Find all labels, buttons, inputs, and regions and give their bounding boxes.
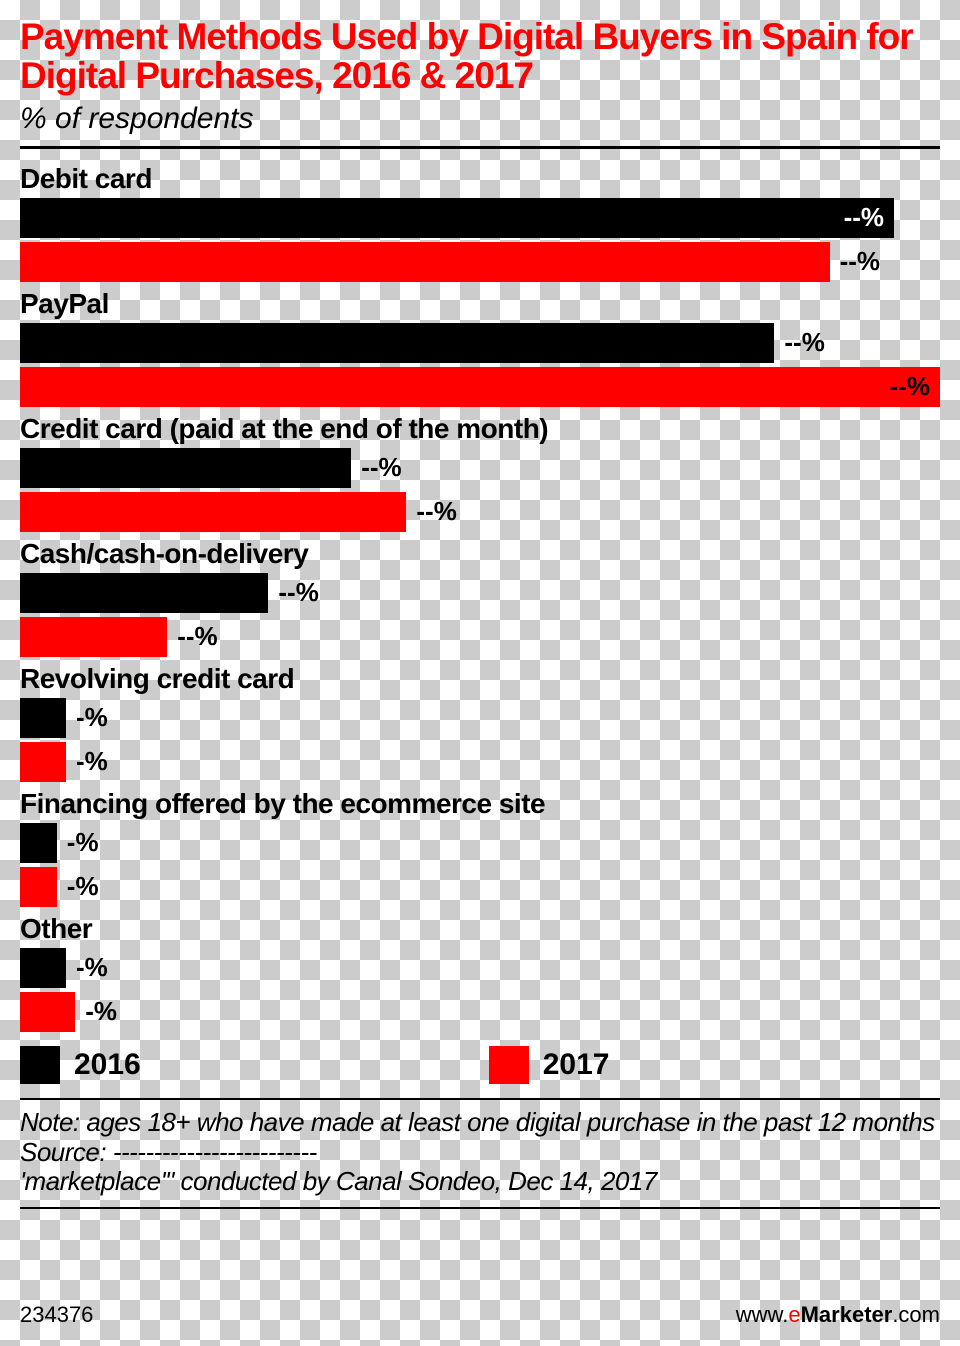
category-label: Revolving credit card — [20, 663, 940, 695]
bar-row: --% — [20, 323, 940, 363]
category-label: PayPal — [20, 288, 940, 320]
bar-value-label: -% — [66, 698, 108, 738]
legend-swatch-2017 — [489, 1046, 529, 1084]
bar-row: --% — [20, 617, 940, 657]
bar-2017 — [20, 242, 830, 282]
bar-row: -% — [20, 742, 940, 782]
legend-label-2016: 2016 — [74, 1048, 141, 1082]
bar-row: -% — [20, 698, 940, 738]
chart-container: Payment Methods Used by Digital Buyers i… — [0, 0, 960, 1209]
chart-subtitle: % of respondents — [20, 102, 940, 136]
bar-2017 — [20, 867, 57, 907]
bar-2016 — [20, 448, 351, 488]
bar-2017 — [20, 492, 406, 532]
bar-2017 — [20, 367, 940, 407]
bar-value-label: --% — [774, 323, 824, 363]
bar-2017 — [20, 992, 75, 1032]
divider — [20, 146, 940, 149]
bar-value-label: -% — [66, 742, 108, 782]
category-label: Debit card — [20, 163, 940, 195]
bar-row: -% — [20, 992, 940, 1032]
bar-row: --% — [20, 492, 940, 532]
bar-value-label: -% — [57, 867, 99, 907]
bar-2016 — [20, 698, 66, 738]
category-label: Other — [20, 913, 940, 945]
category-label: Credit card (paid at the end of the mont… — [20, 413, 940, 445]
bar-value-label: -% — [57, 823, 99, 863]
divider — [20, 1098, 940, 1100]
bar-value-label: --% — [830, 242, 880, 282]
bar-2016 — [20, 948, 66, 988]
bar-row: --% — [20, 448, 940, 488]
note-line: Source: ------------------------- — [20, 1138, 940, 1168]
bar-2016 — [20, 573, 268, 613]
bar-group: PayPal--%--% — [20, 288, 940, 407]
bar-row: --% — [20, 573, 940, 613]
bar-value-label: --% — [351, 448, 401, 488]
category-label: Financing offered by the ecommerce site — [20, 788, 940, 820]
bar-value-label: --% — [268, 573, 318, 613]
bar-value-label: -% — [66, 948, 108, 988]
bar-group: Credit card (paid at the end of the mont… — [20, 413, 940, 532]
bar-row: --% — [20, 198, 940, 238]
bar-value-label: --% — [890, 367, 940, 407]
bar-group: Revolving credit card-%-% — [20, 663, 940, 782]
bar-value-label: --% — [844, 198, 894, 238]
bar-2016 — [20, 323, 774, 363]
legend: 2016 2017 — [20, 1038, 940, 1090]
bar-2017 — [20, 617, 167, 657]
bar-2017 — [20, 742, 66, 782]
chart-title: Payment Methods Used by Digital Buyers i… — [20, 18, 940, 96]
bar-value-label: --% — [167, 617, 217, 657]
legend-swatch-2016 — [20, 1046, 60, 1084]
bar-value-label: -% — [75, 992, 117, 1032]
chart-note: Note: ages 18+ who have made at least on… — [20, 1108, 940, 1198]
bar-group: Financing offered by the ecommerce site-… — [20, 788, 940, 907]
bar-row: -% — [20, 867, 940, 907]
legend-label-2017: 2017 — [543, 1048, 610, 1082]
bar-2016 — [20, 198, 894, 238]
bar-row: --% — [20, 367, 940, 407]
note-line: Note: ages 18+ who have made at least on… — [20, 1108, 940, 1138]
bar-row: -% — [20, 823, 940, 863]
bar-group: Other-%-% — [20, 913, 940, 1032]
bar-row: --% — [20, 242, 940, 282]
chart-id: 234376 — [20, 1302, 93, 1328]
bar-2016 — [20, 823, 57, 863]
brand-link[interactable]: www.eMarketer.com — [736, 1302, 940, 1328]
bar-group: Debit card--%--% — [20, 163, 940, 282]
category-label: Cash/cash-on-delivery — [20, 538, 940, 570]
bar-value-label: --% — [406, 492, 456, 532]
divider — [20, 1207, 940, 1209]
bar-row: -% — [20, 948, 940, 988]
bar-groups: Debit card--%--%PayPal--%--%Credit card … — [20, 163, 940, 1032]
note-line: 'marketplace'" conducted by Canal Sondeo… — [20, 1167, 940, 1197]
bar-group: Cash/cash-on-delivery--%--% — [20, 538, 940, 657]
footer: 234376 www.eMarketer.com — [20, 1302, 940, 1328]
